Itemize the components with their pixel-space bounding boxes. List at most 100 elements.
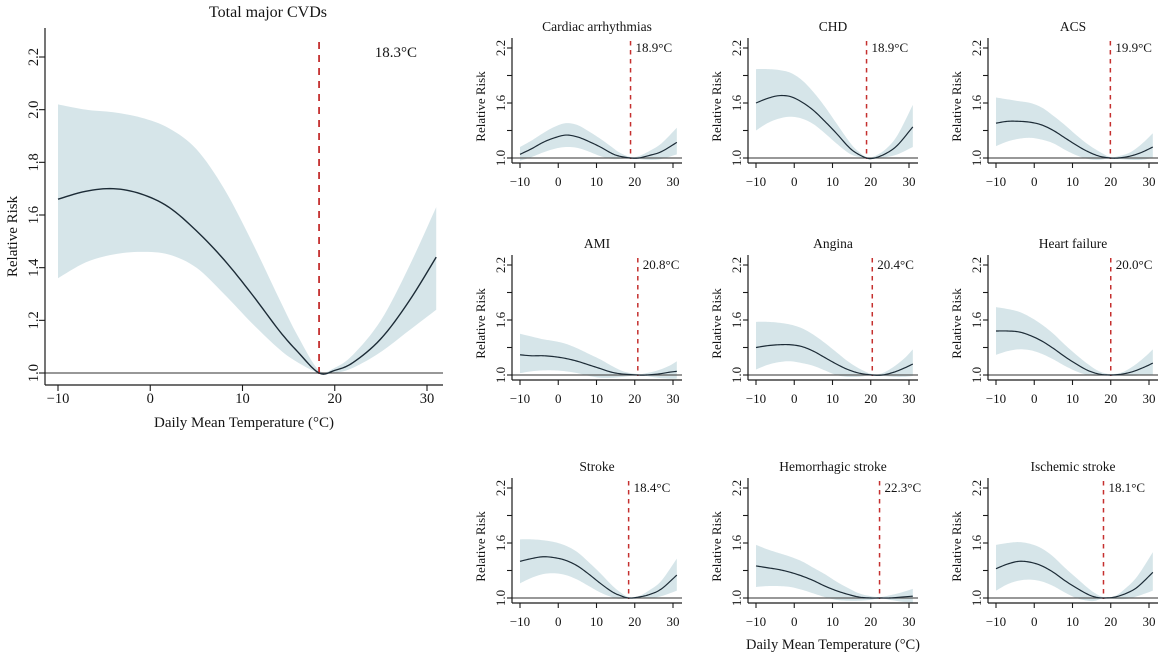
x-tick-label: 10 bbox=[590, 614, 603, 629]
panel-title: Stroke bbox=[579, 459, 614, 474]
x-tick-label: −10 bbox=[510, 391, 530, 406]
x-tick-label: 30 bbox=[903, 174, 916, 189]
chart-svg: −10 0 10 20 30 1.0 1.6 2.2 Heart failure 20.0°C Re… bbox=[949, 236, 1158, 406]
x-tick-label: −10 bbox=[986, 174, 1006, 189]
y-tick-label: 2.2 bbox=[969, 480, 984, 496]
x-tick-label: 20 bbox=[1104, 614, 1117, 629]
x-tick-label: −10 bbox=[47, 391, 70, 407]
mmt-label: 18.9°C bbox=[872, 40, 909, 55]
y-axis-label: Relative Risk bbox=[709, 511, 724, 582]
x-tick-label: 20 bbox=[864, 391, 877, 406]
mmt-label: 20.8°C bbox=[643, 257, 680, 272]
x-tick-label: 30 bbox=[1143, 174, 1156, 189]
risk-curve bbox=[995, 560, 1154, 599]
x-axis-label-small-grid: Daily Mean Temperature (°C) bbox=[745, 637, 921, 653]
confidence-band bbox=[996, 307, 1153, 377]
chart-svg: −10 0 10 20 30 1.0 1.6 2.2 Angina 20.4°C Relative … bbox=[709, 236, 918, 406]
panel-heart-failure: −10 0 10 20 30 1.0 1.6 2.2 Heart failure 20.0°C Re… bbox=[931, 222, 1171, 417]
y-tick-label: 1.0 bbox=[969, 590, 984, 606]
x-tick-label: 0 bbox=[791, 391, 798, 406]
x-tick-label: 10 bbox=[590, 391, 603, 406]
panel-title: Cardiac arrhythmias bbox=[542, 19, 652, 34]
x-tick-label: 30 bbox=[420, 391, 435, 407]
risk-curve bbox=[519, 134, 678, 159]
y-tick-label: 1.6 bbox=[26, 206, 42, 224]
panel-acs: −10 0 10 20 30 1.0 1.6 2.2 ACS 19.9°C Relative Ris… bbox=[931, 5, 1171, 200]
panel-title: Hemorrhagic stroke bbox=[779, 459, 887, 474]
panel-title: Angina bbox=[813, 236, 853, 251]
y-tick-label: 2.2 bbox=[729, 40, 744, 56]
risk-curve bbox=[755, 94, 914, 160]
chart-svg: −10 0 10 20 30 1.0 1.6 2.2 AMI 20.8°C Relative Ris… bbox=[473, 236, 682, 406]
y-tick-label: 2.2 bbox=[26, 48, 42, 66]
x-tick-label: 30 bbox=[667, 391, 680, 406]
panel-title: Heart failure bbox=[1039, 236, 1108, 251]
x-tick-label: 30 bbox=[1143, 391, 1156, 406]
panel-ami: −10 0 10 20 30 1.0 1.6 2.2 AMI 20.8°C Relative Ris… bbox=[455, 222, 695, 417]
confidence-band bbox=[520, 539, 677, 599]
x-tick-label: 20 bbox=[628, 614, 641, 629]
y-tick-label: 1.0 bbox=[493, 367, 508, 383]
y-tick-label: 1.6 bbox=[969, 311, 984, 328]
panel-cardiac-arrhythmias: −10 0 10 20 30 1.0 1.6 2.2 Cardiac arrhythmias 18… bbox=[455, 5, 695, 200]
x-tick-label: 0 bbox=[147, 391, 154, 407]
x-tick-label: −10 bbox=[746, 614, 766, 629]
x-tick-label: 0 bbox=[555, 391, 562, 406]
y-axis-label: Relative Risk bbox=[473, 511, 488, 582]
y-tick-label: 1.0 bbox=[729, 590, 744, 606]
chart-svg: −10 0 10 20 30 1.0 1.6 2.2 Hemorrhagic stroke 22.… bbox=[709, 459, 922, 629]
confidence-band bbox=[58, 104, 437, 375]
chart-svg: −10 0 10 20 30 1.0 1.6 2.2 CHD 18.9°C Relative Ris… bbox=[709, 19, 918, 189]
y-tick-label: 1.0 bbox=[729, 150, 744, 166]
y-tick-label: 2.2 bbox=[969, 40, 984, 56]
x-tick-label: 20 bbox=[1104, 391, 1117, 406]
y-axis-label: Relative Risk bbox=[5, 195, 21, 277]
panel-stroke: −10 0 10 20 30 1.0 1.6 2.2 Stroke 18.4°C Relative … bbox=[455, 445, 695, 640]
mmt-label: 20.0°C bbox=[1116, 257, 1153, 272]
x-tick-label: 30 bbox=[667, 174, 680, 189]
risk-curve bbox=[755, 565, 913, 599]
y-tick-label: 1.0 bbox=[26, 364, 42, 382]
panel-title: AMI bbox=[584, 236, 611, 251]
x-tick-label: 0 bbox=[555, 614, 562, 629]
mmt-label: 18.1°C bbox=[1108, 480, 1145, 495]
confidence-band bbox=[756, 69, 913, 159]
x-tick-label: −10 bbox=[986, 391, 1006, 406]
confidence-band bbox=[996, 542, 1153, 602]
x-tick-label: 0 bbox=[1031, 391, 1038, 406]
confidence-band bbox=[520, 333, 677, 379]
y-tick-label: 1.6 bbox=[729, 311, 744, 328]
y-tick-label: 2.2 bbox=[493, 257, 508, 273]
x-tick-label: 20 bbox=[1104, 174, 1117, 189]
x-tick-label: 10 bbox=[826, 391, 839, 406]
chart-svg: −10 0 10 20 30 1.0 1.6 2.2 Cardiac arrhythmias 18… bbox=[473, 19, 682, 189]
y-tick-label: 1.6 bbox=[969, 94, 984, 111]
mmt-label: 22.3°C bbox=[885, 480, 922, 495]
x-tick-label: 30 bbox=[667, 614, 680, 629]
panel-chd: −10 0 10 20 30 1.0 1.6 2.2 CHD 18.9°C Relative Ris… bbox=[691, 5, 931, 200]
x-tick-label: 20 bbox=[864, 174, 877, 189]
y-tick-label: 1.6 bbox=[493, 311, 508, 328]
y-tick-label: 1.0 bbox=[493, 150, 508, 166]
y-tick-label: 1.0 bbox=[493, 590, 508, 606]
x-tick-label: 30 bbox=[903, 391, 916, 406]
x-tick-label: 0 bbox=[791, 614, 798, 629]
x-tick-label: −10 bbox=[746, 174, 766, 189]
x-tick-label: 20 bbox=[328, 391, 343, 407]
x-tick-label: 0 bbox=[791, 174, 798, 189]
mmt-label: 18.4°C bbox=[634, 480, 671, 495]
x-tick-label: 10 bbox=[1066, 174, 1079, 189]
y-tick-label: 1.6 bbox=[729, 94, 744, 111]
y-axis-label: Relative Risk bbox=[949, 71, 964, 142]
y-tick-label: 1.4 bbox=[26, 258, 42, 277]
x-tick-label: 20 bbox=[864, 614, 877, 629]
y-tick-label: 1.0 bbox=[729, 367, 744, 383]
x-tick-label: 10 bbox=[1066, 614, 1079, 629]
y-axis-label: Relative Risk bbox=[949, 511, 964, 582]
y-tick-label: 1.6 bbox=[969, 534, 984, 551]
y-tick-label: 1.0 bbox=[969, 150, 984, 166]
mmt-label: 18.3°C bbox=[375, 45, 417, 61]
x-tick-label: 0 bbox=[555, 174, 562, 189]
risk-curve bbox=[57, 187, 437, 375]
y-tick-label: 2.2 bbox=[729, 257, 744, 273]
